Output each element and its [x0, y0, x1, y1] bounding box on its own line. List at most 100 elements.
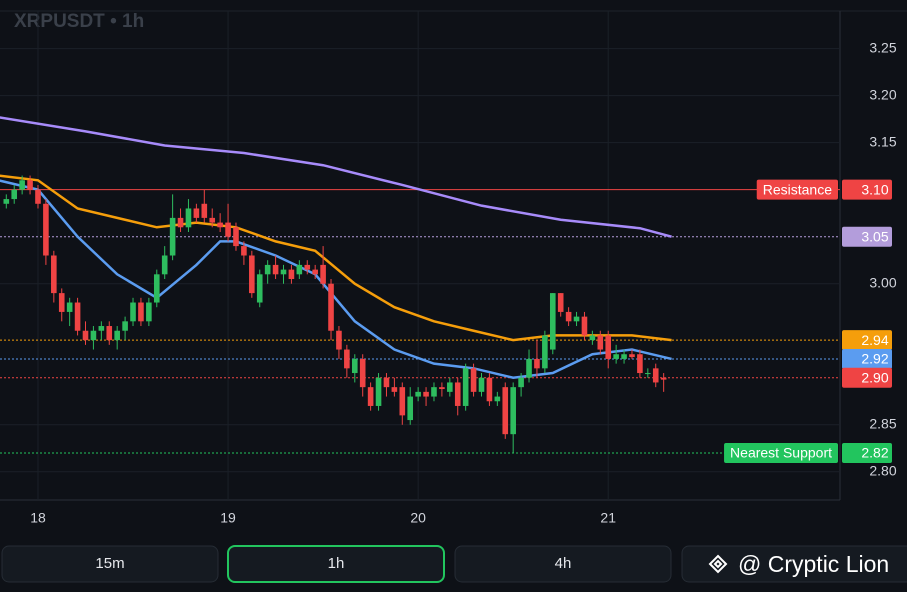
- candle-body: [518, 377, 524, 388]
- watermark: @ Cryptic Lion: [738, 551, 889, 577]
- candle-body: [502, 387, 509, 435]
- timeframe-button-label: 4h: [555, 555, 572, 572]
- price-badge: [842, 330, 892, 351]
- candle-body: [114, 330, 120, 341]
- candle-body: [312, 269, 318, 275]
- candle-body: [336, 330, 342, 350]
- candle-body: [439, 387, 445, 390]
- candle-body: [375, 377, 382, 406]
- candle-body: [557, 293, 564, 312]
- moving-average: [0, 116, 672, 238]
- candle-body: [637, 354, 643, 374]
- candle-body: [399, 387, 406, 416]
- candle-body: [621, 354, 627, 359]
- timeframe-button[interactable]: [227, 545, 445, 583]
- candle-body: [526, 358, 532, 378]
- candle-body: [320, 264, 326, 284]
- price-badge: [842, 348, 892, 369]
- candle-body: [280, 269, 287, 275]
- candle-body: [589, 335, 596, 341]
- timeframe-button[interactable]: [454, 545, 672, 583]
- candle-body: [288, 269, 295, 280]
- candle-body: [462, 368, 469, 406]
- candle-body: [225, 222, 231, 237]
- candle-body: [217, 222, 223, 228]
- candle-body: [130, 302, 136, 322]
- candle-body: [415, 391, 421, 397]
- timeframe-button[interactable]: [681, 545, 907, 583]
- candle-body: [209, 217, 216, 223]
- candle-body: [51, 255, 57, 294]
- candle-body: [241, 246, 247, 256]
- candle-body: [344, 349, 350, 369]
- candle-body: [383, 377, 390, 388]
- candle-body: [106, 326, 113, 341]
- price-badge: [842, 179, 892, 200]
- price-badge-label: 2.92: [861, 351, 888, 367]
- candle-body: [185, 208, 192, 228]
- candle-body: [272, 264, 279, 275]
- candle-body: [573, 316, 580, 322]
- candle-body: [510, 387, 516, 435]
- candle-body: [328, 283, 334, 331]
- candle-body: [296, 264, 303, 275]
- x-tick-label: 20: [410, 510, 426, 526]
- timeframe-button[interactable]: [1, 545, 219, 583]
- candle-body: [351, 358, 358, 374]
- candle-body: [169, 217, 176, 256]
- level-name: Resistance: [763, 181, 832, 197]
- candle-body: [233, 227, 239, 247]
- x-tick-label: 18: [30, 510, 46, 526]
- moving-average: [0, 174, 672, 342]
- candle-body: [549, 293, 556, 350]
- candle-body: [66, 302, 73, 312]
- candle-body: [122, 321, 128, 331]
- x-tick-label: 19: [220, 510, 236, 526]
- y-tick-label: 3.00: [869, 274, 896, 290]
- candle-body: [201, 203, 208, 218]
- candle-body: [494, 396, 501, 402]
- candle-body: [98, 326, 105, 331]
- candle-body: [613, 354, 619, 359]
- candle-body: [454, 382, 461, 406]
- price-badge-label: 2.90: [861, 369, 888, 385]
- candle-body: [534, 358, 540, 369]
- price-badge-label: 3.10: [861, 181, 888, 197]
- candle-body: [58, 293, 65, 312]
- candle-body: [43, 203, 49, 256]
- level-name-badge: [756, 179, 838, 200]
- candle-body: [431, 387, 437, 397]
- price-badge-label: 3.05: [861, 228, 888, 244]
- candle-body: [82, 330, 89, 341]
- candle-body: [652, 368, 659, 383]
- timeframe-button-label: 15m: [95, 555, 124, 572]
- price-badge: [842, 442, 892, 463]
- candle-body: [193, 208, 200, 218]
- price-badge: [842, 226, 892, 247]
- candle-body: [407, 396, 414, 421]
- candle-body: [11, 189, 18, 200]
- timeframe-button-label: 1h: [328, 555, 345, 572]
- candle-body: [629, 354, 635, 358]
- price-badge: [842, 367, 892, 388]
- candle-body: [249, 255, 255, 294]
- candle-body: [138, 302, 144, 322]
- candle-body: [367, 387, 374, 406]
- candle-body: [19, 180, 25, 190]
- candle-body: [74, 302, 81, 331]
- candle-body: [597, 335, 604, 350]
- candle-body: [90, 330, 97, 341]
- candle-body: [3, 199, 10, 204]
- y-tick-label: 2.80: [869, 462, 896, 478]
- y-tick-label: 3.25: [869, 39, 896, 55]
- candle-body: [161, 255, 168, 275]
- level-name: Nearest Support: [730, 445, 832, 461]
- y-tick-label: 3.20: [869, 86, 896, 102]
- candle-body: [177, 217, 184, 228]
- candle-body: [565, 311, 572, 322]
- candle-body: [542, 335, 548, 369]
- candle-body: [256, 274, 263, 303]
- candle-body: [264, 264, 271, 275]
- candle-body: [470, 368, 477, 392]
